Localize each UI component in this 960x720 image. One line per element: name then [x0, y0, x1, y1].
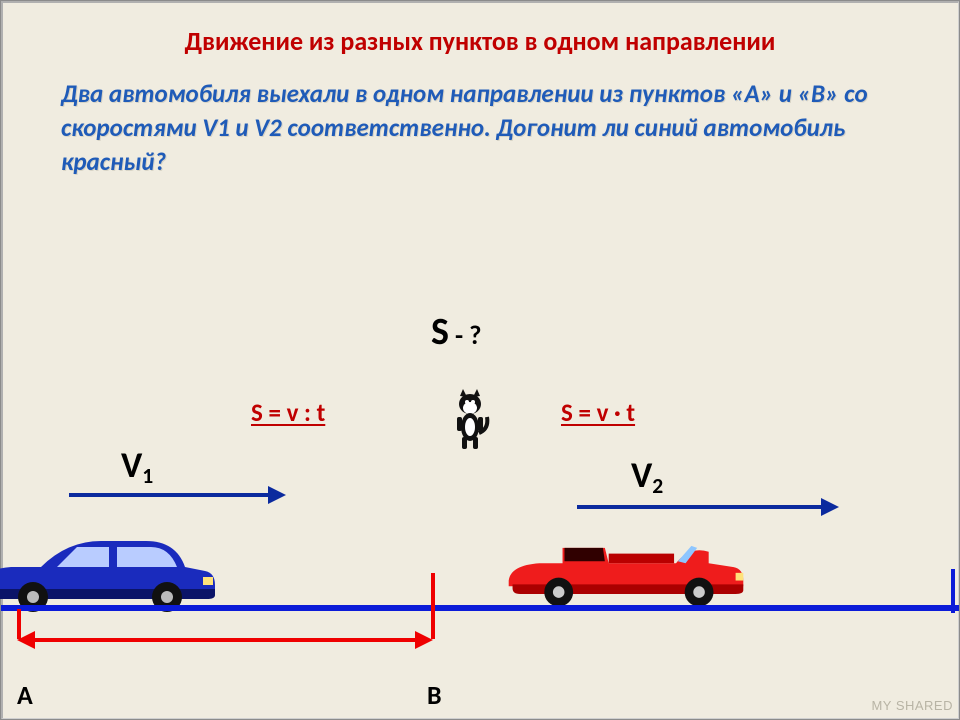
arrow-v1 — [69, 485, 284, 505]
road-end-marker — [951, 569, 955, 613]
watermark: MY SHARED — [871, 698, 953, 713]
distance-symbol: S — [431, 309, 449, 355]
cat-icon — [449, 389, 491, 449]
arrow-v1-head-icon — [268, 486, 286, 504]
distance-arrow-head-right-icon — [415, 631, 433, 649]
formula-left: S = v : t — [251, 397, 325, 428]
diagram — [1, 459, 959, 679]
distance-arrow — [17, 631, 433, 649]
arrow-v2-shaft — [577, 505, 821, 509]
problem-text: Два автомобиля выехали в одном направлен… — [61, 77, 899, 178]
page-title: Движение из разных пунктов в одном напра… — [1, 25, 959, 57]
road-line — [1, 605, 959, 611]
distance-suffix: - ? — [449, 320, 482, 352]
distance-arrow-shaft — [35, 638, 415, 642]
arrow-v2 — [577, 497, 837, 517]
distance-arrow-head-left-icon — [17, 631, 35, 649]
arrow-v2-head-icon — [821, 498, 839, 516]
car-red-icon — [501, 519, 751, 606]
point-b-marker — [431, 573, 435, 639]
point-b-label: В — [427, 679, 442, 711]
car-blue-icon — [0, 523, 221, 613]
formula-right: S = v · t — [561, 397, 635, 428]
distance-question: S - ? — [431, 309, 481, 355]
point-a-label: А — [17, 679, 33, 711]
arrow-v1-shaft — [69, 493, 268, 497]
